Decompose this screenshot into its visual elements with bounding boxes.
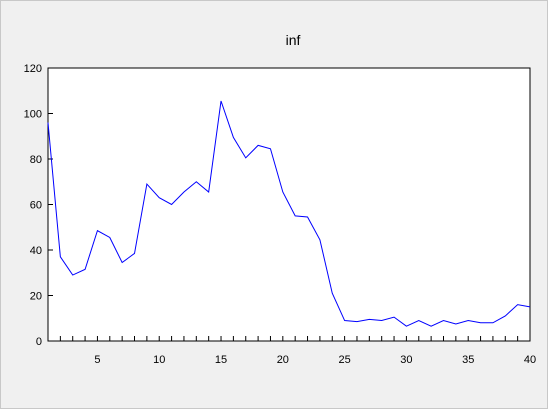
x-tick-label: 25 [338,354,350,366]
data-point [59,255,62,258]
y-tick-label: 20 [30,291,42,303]
data-point [454,322,457,325]
data-point [232,136,235,139]
data-point [294,214,297,217]
data-point [170,203,173,206]
y-tick-label: 120 [24,63,42,75]
data-point [467,319,470,322]
data-point [244,156,247,159]
data-point [430,325,433,328]
y-tick-label: 80 [30,154,42,166]
series-group [47,99,532,328]
y-tick-label: 40 [30,245,42,257]
data-point [145,183,148,186]
data-point [529,305,532,308]
data-point [158,196,161,199]
x-axis: 5 10 15 20 25 30 35 40 [47,336,536,366]
y-tick-label: 100 [24,109,42,121]
chart-title: inf [286,32,301,48]
y-tick-label: 60 [30,200,42,212]
data-point [108,236,111,239]
data-point [281,190,284,193]
data-point [417,319,420,322]
data-point [393,316,396,319]
data-point [516,303,519,306]
data-point [442,319,445,322]
x-tick-label: 10 [153,354,165,366]
data-point [121,261,124,264]
data-point [257,144,260,147]
data-point [355,320,358,323]
data-point [84,268,87,271]
series-line [47,100,531,327]
data-point [331,292,334,295]
data-point [269,147,272,150]
data-point [220,99,223,102]
data-point [343,319,346,322]
y-tick-label: 0 [36,336,42,348]
data-point [405,325,408,328]
data-point [207,190,210,193]
x-tick-label: 20 [277,354,289,366]
x-tick-label: 5 [94,354,100,366]
data-point [380,319,383,322]
data-point [368,318,371,321]
data-point [96,229,99,232]
data-point [195,180,198,183]
data-point [133,252,136,255]
data-point [47,121,50,124]
data-point [71,274,74,277]
data-point [491,321,494,324]
x-tick-label: 35 [462,354,474,366]
y-axis: 0 20 40 60 80 100 120 [24,63,53,348]
data-point [318,238,321,241]
data-point [306,216,309,219]
x-tick-label: 15 [215,354,227,366]
data-point [504,314,507,317]
x-tick-label: 40 [524,354,536,366]
data-point [479,321,482,324]
x-tick-label: 30 [400,354,412,366]
data-point [182,190,185,193]
